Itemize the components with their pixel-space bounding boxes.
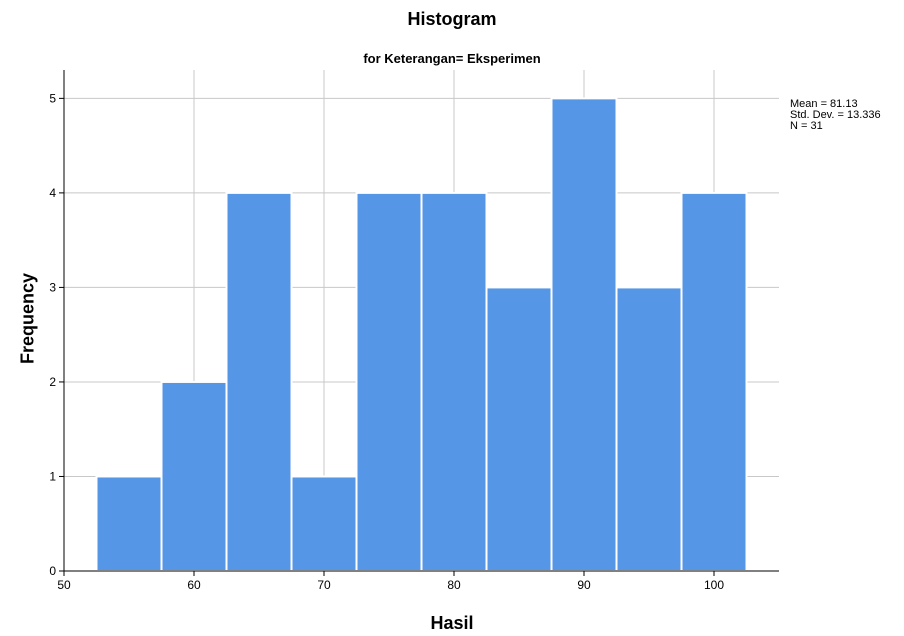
y-tick-label-4: 4 xyxy=(49,186,56,200)
x-tick-label-90: 90 xyxy=(577,578,591,592)
histogram-bar-9 xyxy=(617,287,682,571)
histogram-bar-5 xyxy=(357,193,422,571)
y-axis-label: Frequency xyxy=(18,269,39,369)
y-tick-label-1: 1 xyxy=(49,469,56,483)
histogram-bar-2 xyxy=(162,382,227,571)
y-tick-label-3: 3 xyxy=(49,280,56,294)
histogram-bar-1 xyxy=(97,476,162,571)
y-tick-label-2: 2 xyxy=(49,375,56,389)
x-tick-label-50: 50 xyxy=(57,578,71,592)
histogram-bar-4 xyxy=(292,476,357,571)
histogram-bar-8 xyxy=(552,98,617,571)
y-tick-label-0: 0 xyxy=(49,564,56,578)
x-tick-label-60: 60 xyxy=(187,578,201,592)
stats-box: Mean = 81.13 Std. Dev. = 13.336 N = 31 xyxy=(790,99,881,132)
y-tick-label-5: 5 xyxy=(49,91,56,105)
x-tick-label-100: 100 xyxy=(704,578,724,592)
stats-n: N = 31 xyxy=(790,121,881,132)
x-axis-label: Hasil xyxy=(0,613,904,634)
histogram-bar-3 xyxy=(227,193,292,571)
histogram-bar-10 xyxy=(682,193,747,571)
histogram-bar-7 xyxy=(487,287,552,571)
x-tick-label-80: 80 xyxy=(447,578,461,592)
histogram-bar-6 xyxy=(422,193,487,571)
x-tick-label-70: 70 xyxy=(317,578,331,592)
